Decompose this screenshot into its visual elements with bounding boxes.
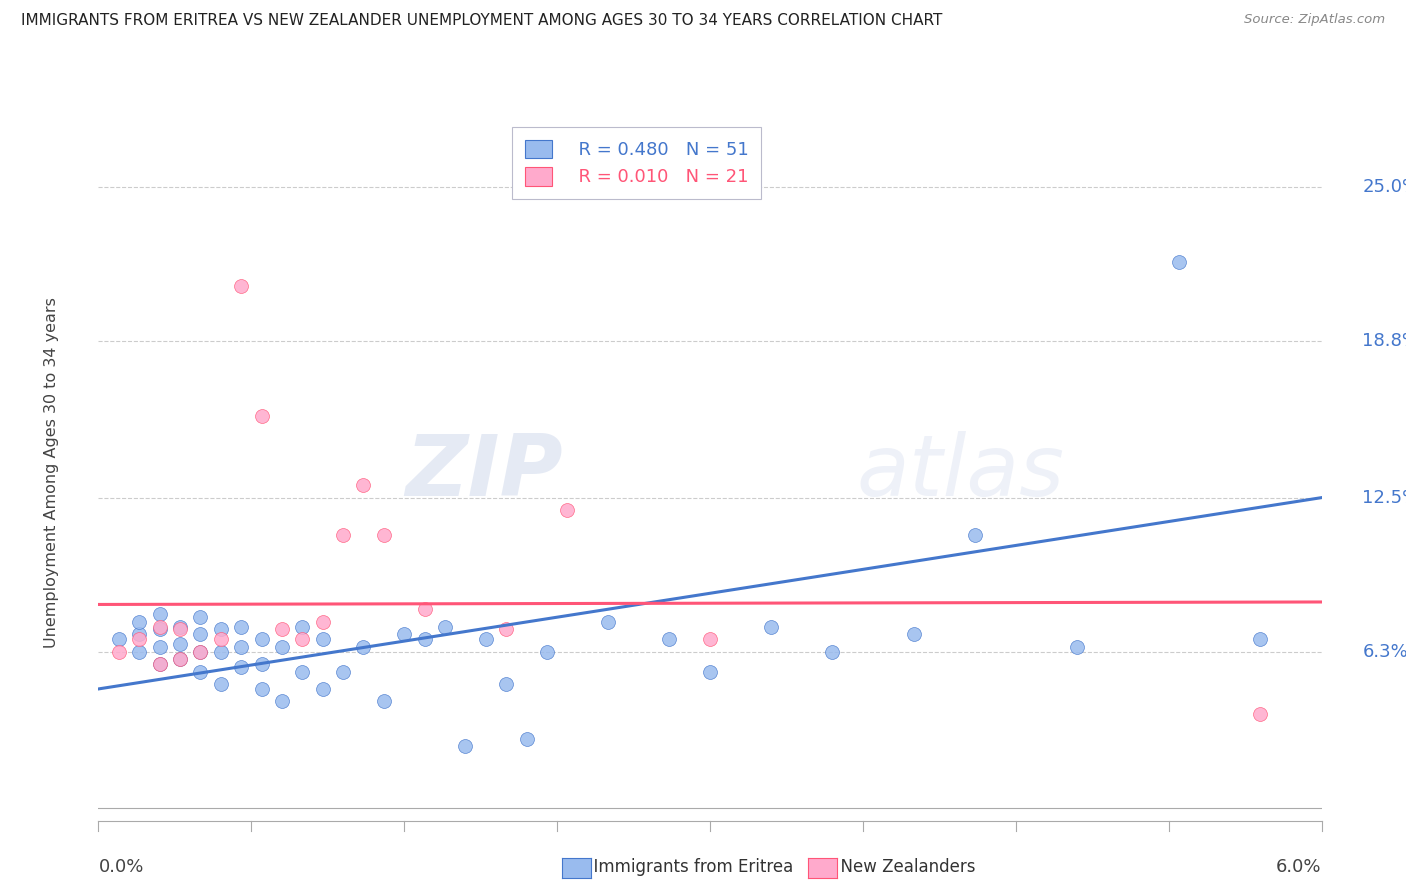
- Point: [352, 478, 374, 492]
- Point: [495, 677, 517, 691]
- Point: [209, 632, 232, 647]
- Point: [128, 632, 150, 647]
- Point: [169, 652, 191, 666]
- Point: [250, 681, 273, 696]
- Point: [1167, 254, 1189, 268]
- Text: IMMIGRANTS FROM ERITREA VS NEW ZEALANDER UNEMPLOYMENT AMONG AGES 30 TO 34 YEARS : IMMIGRANTS FROM ERITREA VS NEW ZEALANDER…: [21, 13, 942, 29]
- Point: [311, 615, 335, 629]
- Point: [188, 627, 212, 641]
- Point: [474, 632, 498, 647]
- Point: [149, 640, 172, 654]
- Point: [209, 677, 232, 691]
- Point: [1066, 640, 1088, 654]
- Point: [169, 652, 191, 666]
- Point: [291, 665, 314, 679]
- Point: [188, 610, 212, 624]
- Point: [128, 627, 150, 641]
- Point: [516, 731, 538, 746]
- Point: [108, 632, 131, 647]
- Point: [231, 620, 253, 634]
- Point: [392, 627, 416, 641]
- Point: [658, 632, 681, 647]
- Point: [598, 615, 620, 629]
- Point: [231, 279, 253, 293]
- Point: [250, 657, 273, 671]
- Point: [209, 645, 232, 659]
- Point: [311, 632, 335, 647]
- Point: [250, 409, 273, 423]
- Point: [270, 694, 292, 708]
- Text: ZIP: ZIP: [405, 431, 564, 515]
- Point: [169, 623, 191, 637]
- Point: [413, 632, 436, 647]
- Text: 0.0%: 0.0%: [98, 858, 143, 876]
- Point: [231, 659, 253, 673]
- Point: [250, 632, 273, 647]
- Point: [169, 637, 191, 651]
- Text: New Zealanders: New Zealanders: [830, 858, 974, 876]
- Point: [821, 645, 844, 659]
- Point: [413, 602, 436, 616]
- Text: Immigrants from Eritrea: Immigrants from Eritrea: [583, 858, 794, 876]
- Point: [373, 528, 395, 542]
- Point: [128, 615, 150, 629]
- Point: [270, 623, 292, 637]
- Point: [188, 665, 212, 679]
- Point: [963, 528, 986, 542]
- Point: [291, 632, 314, 647]
- Point: [149, 657, 172, 671]
- Point: [169, 620, 191, 634]
- Point: [699, 665, 721, 679]
- Point: [433, 620, 456, 634]
- Point: [128, 645, 150, 659]
- Text: 18.8%: 18.8%: [1362, 332, 1406, 350]
- Point: [209, 623, 232, 637]
- Point: [352, 640, 374, 654]
- Point: [761, 620, 783, 634]
- Point: [149, 623, 172, 637]
- Point: [699, 632, 721, 647]
- Point: [188, 645, 212, 659]
- Point: [454, 739, 477, 753]
- Text: atlas: atlas: [856, 431, 1064, 515]
- Point: [149, 657, 172, 671]
- Point: [332, 665, 354, 679]
- Point: [373, 694, 395, 708]
- Point: [149, 607, 172, 622]
- Point: [1249, 706, 1271, 721]
- Point: [291, 620, 314, 634]
- Legend:   R = 0.480   N = 51,   R = 0.010   N = 21: R = 0.480 N = 51, R = 0.010 N = 21: [512, 127, 761, 199]
- Point: [1249, 632, 1271, 647]
- Text: 12.5%: 12.5%: [1362, 489, 1406, 507]
- Point: [903, 627, 925, 641]
- Point: [188, 645, 212, 659]
- Point: [149, 620, 172, 634]
- Text: Unemployment Among Ages 30 to 34 years: Unemployment Among Ages 30 to 34 years: [45, 297, 59, 648]
- Point: [311, 681, 335, 696]
- Point: [555, 503, 579, 517]
- Point: [536, 645, 558, 659]
- Point: [495, 623, 517, 637]
- Point: [270, 640, 292, 654]
- Point: [231, 640, 253, 654]
- Text: 6.3%: 6.3%: [1362, 642, 1406, 661]
- Point: [332, 528, 354, 542]
- Text: Source: ZipAtlas.com: Source: ZipAtlas.com: [1244, 13, 1385, 27]
- Point: [108, 645, 131, 659]
- Text: 25.0%: 25.0%: [1362, 178, 1406, 196]
- Text: 6.0%: 6.0%: [1277, 858, 1322, 876]
